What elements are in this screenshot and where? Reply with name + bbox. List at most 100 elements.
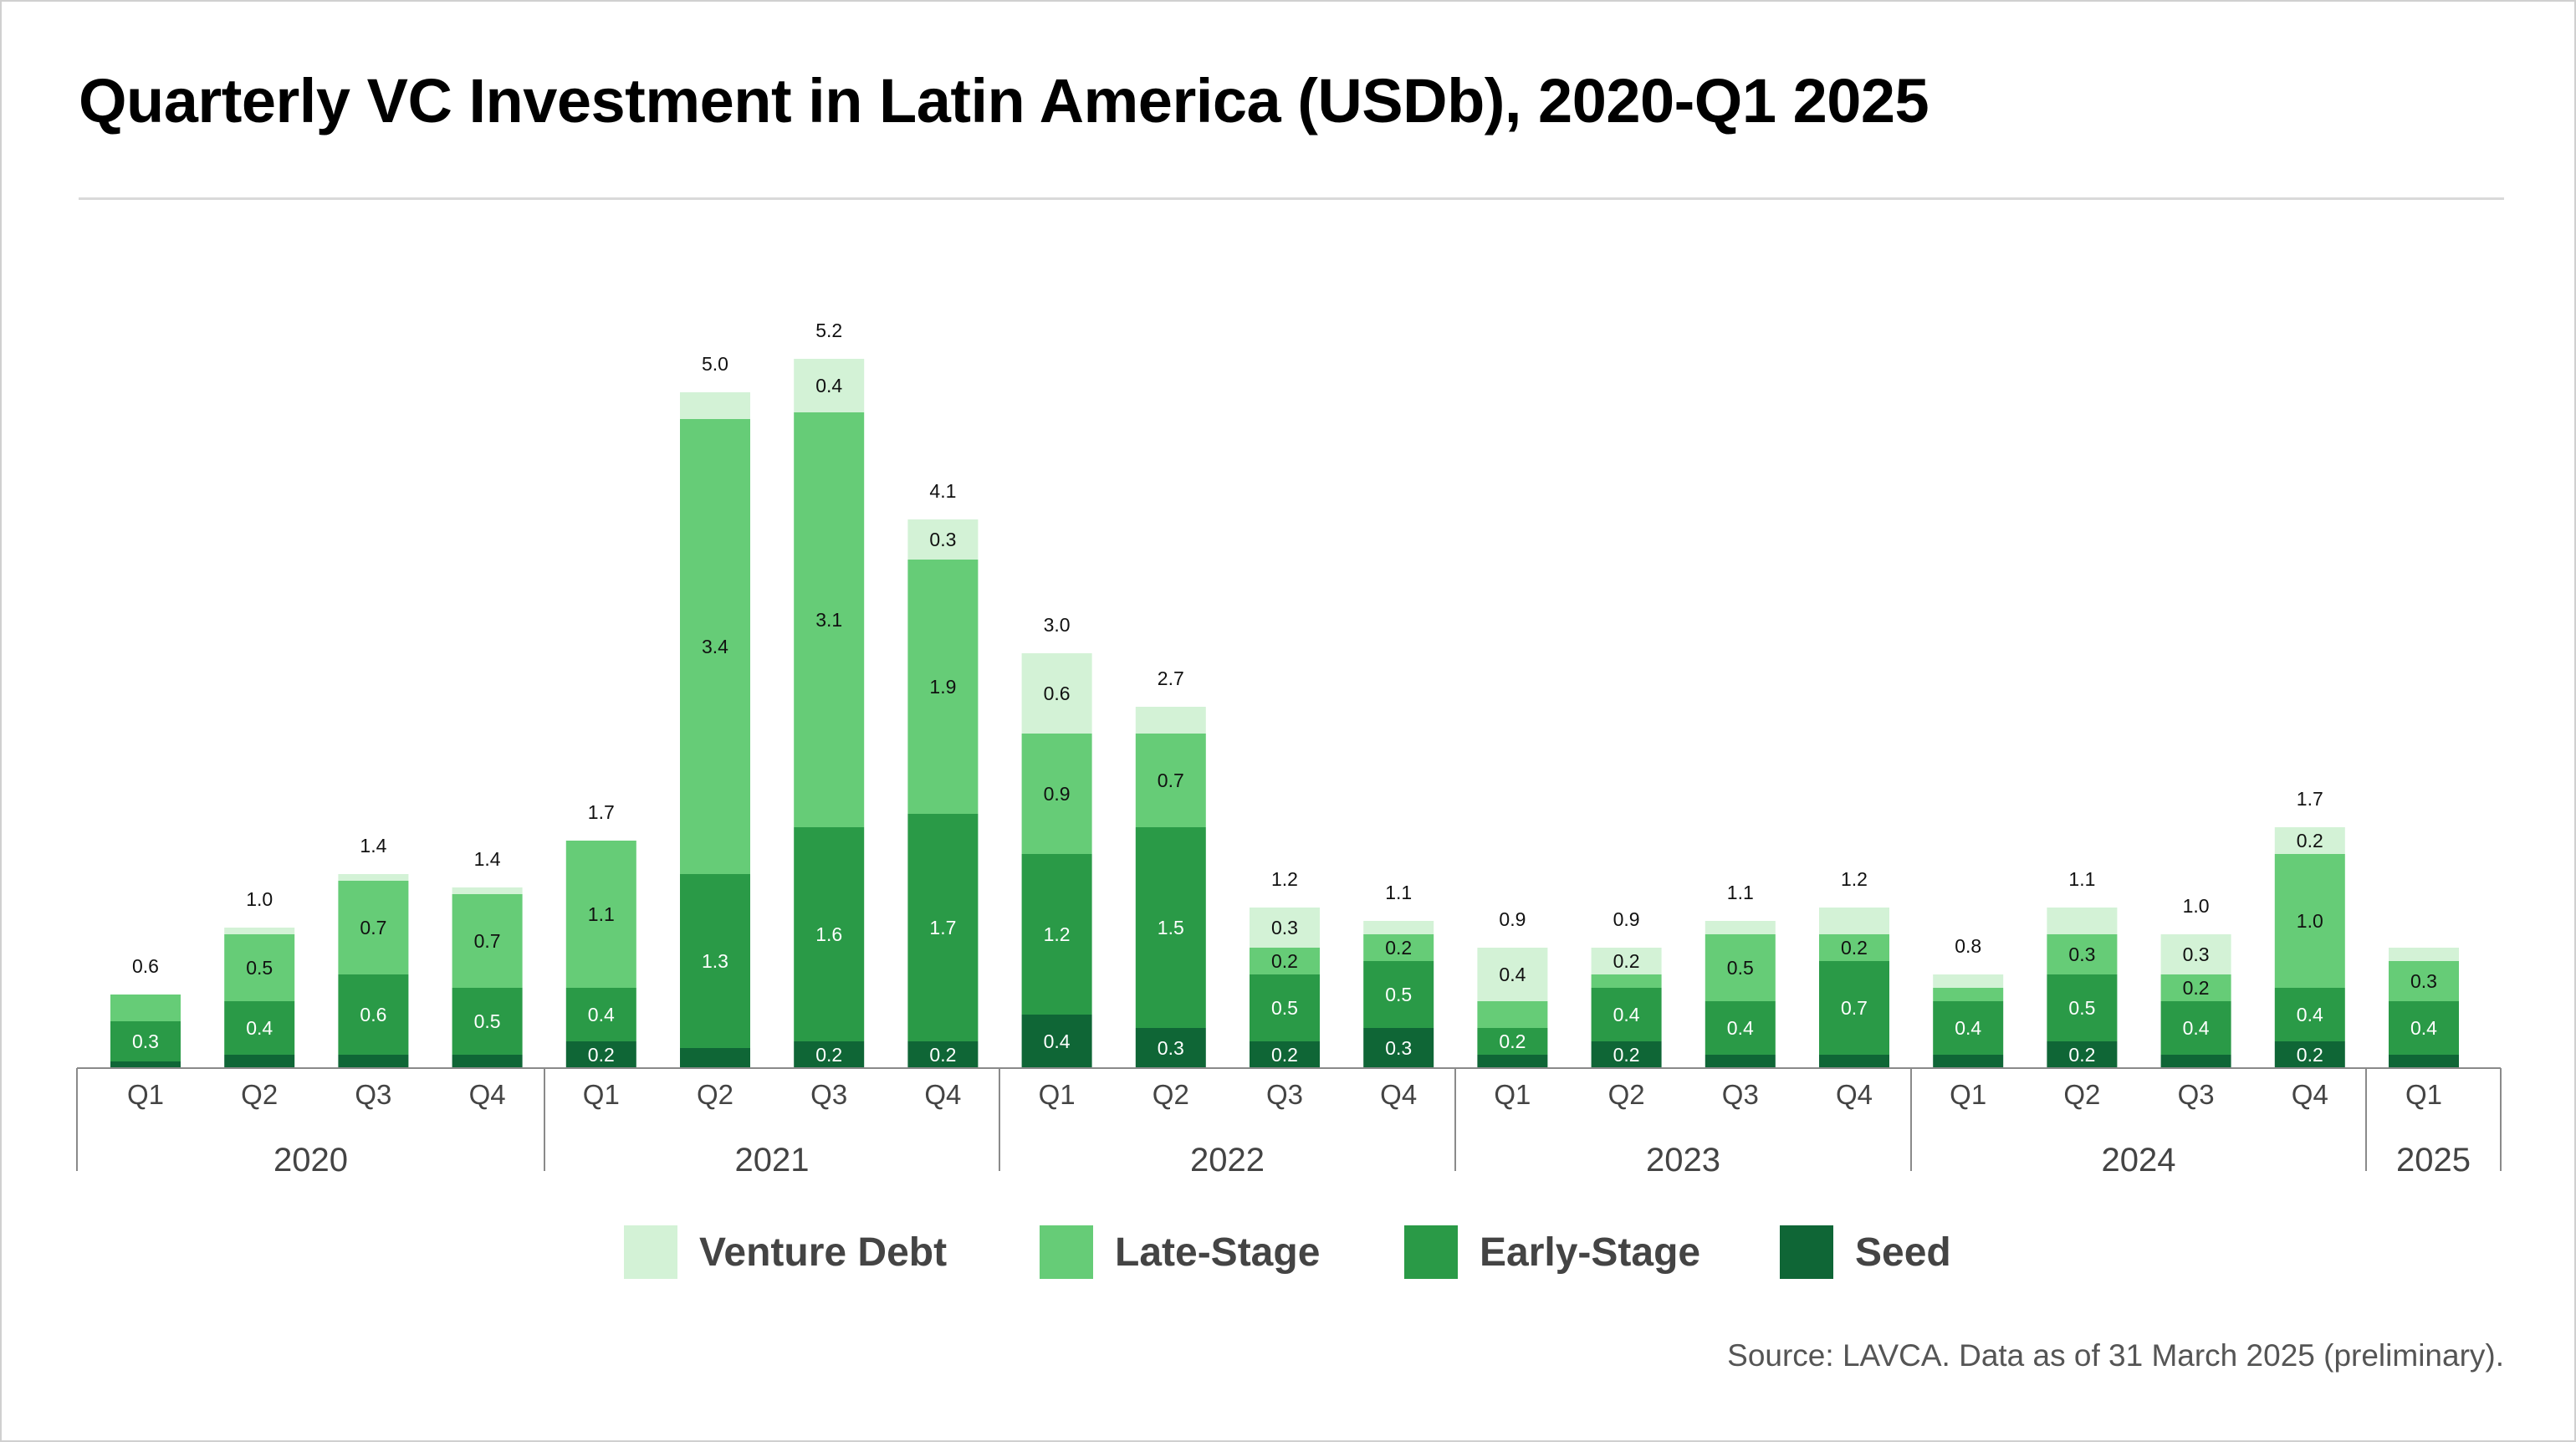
data-label-early-stage: 0.6	[360, 1004, 386, 1025]
bar-segment-early-stage	[338, 974, 409, 1055]
bar-segment-early-stage	[2047, 974, 2118, 1041]
bar-segment-venture-debt	[907, 519, 979, 560]
bar-segment-venture-debt	[794, 359, 865, 412]
bar-segment-late-stage	[907, 560, 979, 814]
data-label-seed: 0.2	[2297, 1044, 2323, 1066]
total-label: 1.4	[474, 848, 501, 870]
bar-segment-seed	[1591, 1041, 1662, 1068]
bar-segment-venture-debt	[2389, 948, 2459, 961]
data-label-seed: 0.2	[588, 1044, 615, 1066]
total-label: 4.1	[929, 480, 956, 502]
bar-segment-early-stage	[565, 988, 636, 1041]
bar-segment-late-stage	[1135, 734, 1206, 827]
bar-segment-early-stage	[794, 827, 865, 1041]
quarter-tick-label: Q2	[241, 1079, 278, 1110]
legend-item-late-stage: Late-Stage	[1040, 1223, 1320, 1281]
total-label: 3.0	[1044, 614, 1071, 636]
quarter-tick-label: Q1	[1494, 1079, 1531, 1110]
data-label-late-stage: 3.4	[702, 636, 728, 657]
data-label-late-stage: 0.2	[2183, 977, 2210, 999]
bar-segment-early-stage	[1819, 961, 1889, 1055]
total-label: 1.2	[1271, 868, 1298, 890]
data-label-seed: 0.2	[2068, 1044, 2095, 1066]
total-label: 0.6	[132, 955, 159, 977]
bar-segment-early-stage	[110, 1021, 181, 1061]
quarter-tick-label: Q4	[2292, 1079, 2328, 1110]
bar-segment-venture-debt	[338, 874, 409, 881]
data-label-early-stage: 0.5	[1271, 997, 1298, 1019]
bar-segment-seed	[110, 1061, 181, 1068]
data-label-early-stage: 1.5	[1158, 917, 1184, 938]
total-label: 0.9	[1499, 908, 1526, 930]
legend-label-late-stage: Late-Stage	[1115, 1230, 1321, 1275]
bar-segment-seed	[1135, 1028, 1206, 1068]
legend-item-seed: Seed	[1780, 1223, 1951, 1281]
quarter-tick-label: Q2	[2063, 1079, 2100, 1110]
total-label: 0.8	[1955, 935, 1981, 957]
data-label-seed: 0.2	[1271, 1044, 1298, 1066]
bar-segment-venture-debt	[2160, 934, 2231, 974]
quarter-tick-label: Q1	[2405, 1079, 2442, 1110]
bar-segment-late-stage	[680, 419, 750, 874]
quarter-tick-label: Q3	[1722, 1079, 1759, 1110]
bar-segment-seed	[565, 1041, 636, 1068]
bar-segment-venture-debt	[2274, 827, 2345, 854]
bar-segment-late-stage	[338, 881, 409, 974]
quarter-tick-label: Q3	[2178, 1079, 2215, 1110]
year-label: 2023	[1646, 1142, 1720, 1179]
quarter-tick-label: Q2	[697, 1079, 733, 1110]
bar-segment-early-stage	[1933, 1001, 2004, 1055]
quarter-tick-label: Q2	[1608, 1079, 1645, 1110]
bar-segment-seed	[680, 1048, 750, 1068]
bar-segment-early-stage	[2389, 1001, 2459, 1055]
quarter-tick-label: Q4	[469, 1079, 506, 1110]
bar-segment-late-stage	[1477, 1001, 1548, 1028]
year-label: 2025	[2396, 1142, 2471, 1179]
total-label: 1.1	[2068, 868, 2095, 890]
data-label-early-stage: 0.4	[2297, 1004, 2323, 1025]
quarter-tick-label: Q4	[1380, 1079, 1417, 1110]
bar-segment-late-stage	[2047, 934, 2118, 974]
total-label: 1.7	[2297, 788, 2323, 810]
bar-segment-seed	[1021, 1015, 1092, 1068]
data-label-early-stage: 0.2	[1499, 1030, 1526, 1052]
data-label-venture-debt: 0.3	[1271, 917, 1298, 938]
chart-legend: Venture Debt Late-Stage Early-Stage Seed	[0, 1223, 2576, 1281]
data-label-seed: 0.2	[815, 1044, 842, 1066]
bar-segment-late-stage	[452, 894, 523, 988]
data-label-early-stage: 0.4	[1613, 1004, 1640, 1025]
bar-segment-late-stage	[794, 412, 865, 827]
legend-label-early-stage: Early-Stage	[1480, 1230, 1701, 1275]
bar-segment-seed	[1819, 1055, 1889, 1068]
bar-segment-early-stage	[1705, 1001, 1776, 1055]
bar-segment-early-stage	[2160, 1001, 2231, 1055]
title-divider	[79, 197, 2504, 200]
total-label: 1.7	[588, 801, 615, 823]
total-label: 1.4	[360, 835, 386, 857]
data-label-seed: 0.2	[1613, 1044, 1640, 1066]
chart-title: Quarterly VC Investment in Latin America…	[79, 66, 1929, 136]
year-label: 2022	[1190, 1142, 1265, 1179]
year-label: 2024	[2102, 1142, 2176, 1179]
total-label: 2.7	[1158, 667, 1184, 689]
bar-segment-late-stage	[1933, 988, 2004, 1001]
data-label-early-stage: 1.7	[929, 917, 956, 938]
bar-segment-seed	[338, 1055, 409, 1068]
total-label: 1.0	[2183, 895, 2210, 917]
total-label: 1.0	[246, 888, 273, 910]
legend-swatch-venture-debt	[624, 1225, 677, 1279]
data-label-seed: 0.3	[1158, 1037, 1184, 1059]
legend-item-venture-debt: Venture Debt	[624, 1223, 947, 1281]
bar-segment-seed	[907, 1041, 979, 1068]
data-label-early-stage: 0.4	[2410, 1017, 2437, 1039]
total-label: 1.1	[1727, 882, 1754, 903]
bar-segment-early-stage	[224, 1001, 295, 1055]
bar-segment-seed	[1705, 1055, 1776, 1068]
bar-segment-late-stage	[1819, 934, 1889, 961]
bar-segment-late-stage	[1250, 948, 1320, 974]
data-label-late-stage: 0.3	[2410, 970, 2437, 992]
bar-segment-late-stage	[1363, 934, 1434, 961]
bar-segment-venture-debt	[1363, 921, 1434, 934]
